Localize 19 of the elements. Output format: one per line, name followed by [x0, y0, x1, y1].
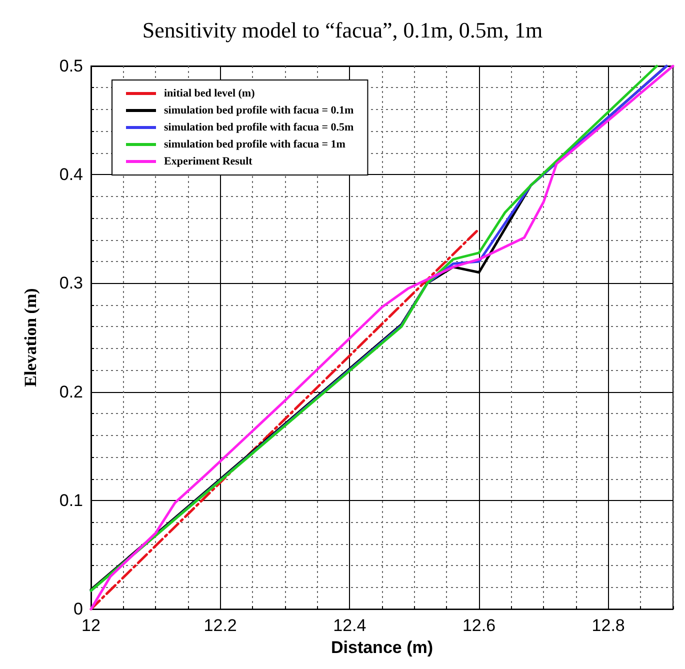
x-tick-label: 12.4 [333, 616, 366, 636]
chart-title: Sensitivity model to “facua”, 0.1m, 0.5m, 1m [142, 18, 543, 42]
y-tick-label: 0.1 [59, 490, 83, 510]
y-tick-label: 0.4 [59, 165, 83, 184]
y-axis-title: Elevation (m) [21, 288, 40, 387]
y-tick-label: 0.2 [59, 382, 83, 402]
legend-label: simulation bed profile with facua = 0.5m [164, 122, 354, 134]
legend-label: simulation bed profile with facua = 0.1m [164, 104, 354, 116]
y-tick-label: 0 [74, 600, 83, 619]
y-tick-label: 0.5 [59, 56, 83, 76]
x-tick-label: 12.2 [204, 616, 237, 636]
x-tick-label: 12 [82, 616, 100, 636]
legend-label: initial bed level (m) [164, 88, 256, 100]
legend-label: Experiment Result [164, 156, 253, 168]
x-tick-label: 12.8 [592, 616, 625, 636]
y-tick-label: 0.3 [59, 274, 83, 293]
x-tick-label: 12.6 [462, 616, 496, 636]
legend-label: simulation bed profile with facua = 1m [164, 138, 346, 150]
x-axis-title: Distance (m) [330, 638, 434, 657]
